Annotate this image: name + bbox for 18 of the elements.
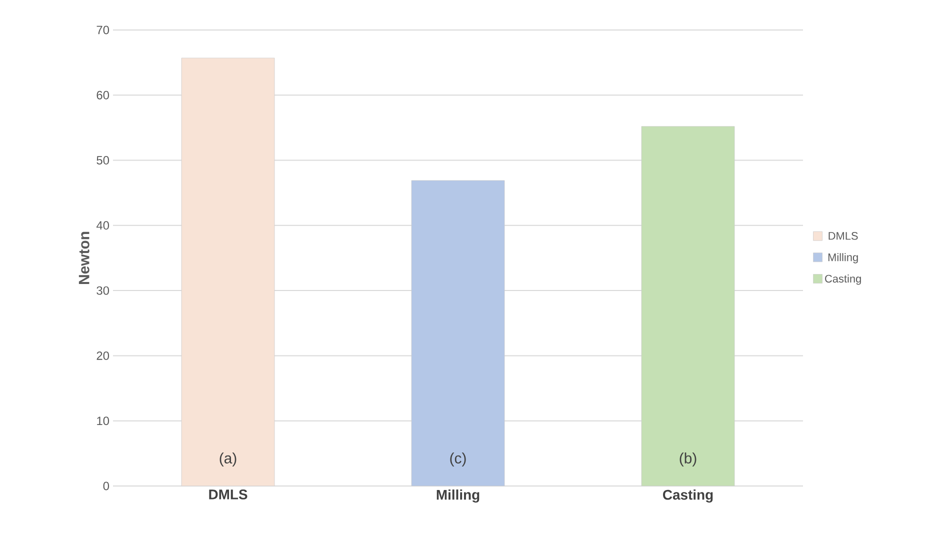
legend-label: DMLS xyxy=(828,232,858,240)
annotation: (b) xyxy=(680,452,696,466)
x-tick-label: Milling xyxy=(436,490,480,503)
y-tick-label: 40 xyxy=(96,221,110,230)
annotation: (a) xyxy=(220,452,236,466)
annotation: (c) xyxy=(450,452,466,466)
y-axis-title: Newton xyxy=(78,232,90,284)
legend-label: Casting xyxy=(825,274,861,285)
legend-label: Milling xyxy=(828,253,858,264)
y-tick-label: 20 xyxy=(96,351,110,360)
y-tick-label: 50 xyxy=(96,156,110,164)
y-tick-label: 70 xyxy=(96,26,110,34)
y-tick-label: 10 xyxy=(97,416,110,426)
x-tick-label: DMLS xyxy=(209,489,248,500)
y-tick-label: 60 xyxy=(96,90,110,100)
y-tick-label: 30 xyxy=(96,286,110,295)
x-tick-label: Casting xyxy=(663,490,713,503)
y-tick-label: 0 xyxy=(103,482,110,490)
